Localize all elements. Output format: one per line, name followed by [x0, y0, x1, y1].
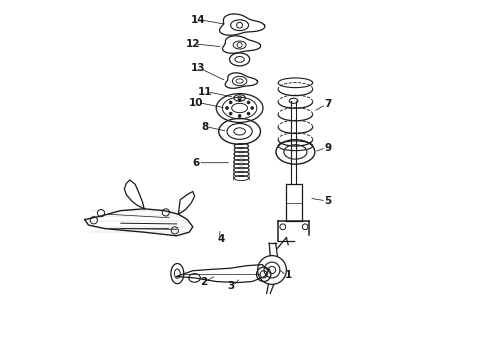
Text: 14: 14	[191, 15, 205, 25]
Text: 8: 8	[201, 122, 208, 132]
Text: 12: 12	[186, 39, 200, 49]
Text: 3: 3	[227, 281, 234, 291]
Text: 6: 6	[193, 158, 200, 168]
Circle shape	[247, 101, 250, 104]
Circle shape	[238, 99, 241, 102]
Circle shape	[251, 107, 254, 109]
Text: 5: 5	[324, 196, 331, 206]
Text: 10: 10	[189, 98, 204, 108]
Circle shape	[238, 114, 241, 117]
Text: 7: 7	[324, 99, 332, 109]
Circle shape	[229, 112, 232, 115]
Circle shape	[225, 107, 228, 109]
Text: 2: 2	[200, 276, 207, 287]
Circle shape	[229, 101, 232, 104]
Text: 4: 4	[218, 234, 225, 244]
Text: 13: 13	[191, 63, 205, 73]
Circle shape	[247, 112, 250, 115]
Text: 1: 1	[285, 270, 292, 280]
Text: 9: 9	[324, 143, 331, 153]
Text: 11: 11	[198, 87, 213, 97]
